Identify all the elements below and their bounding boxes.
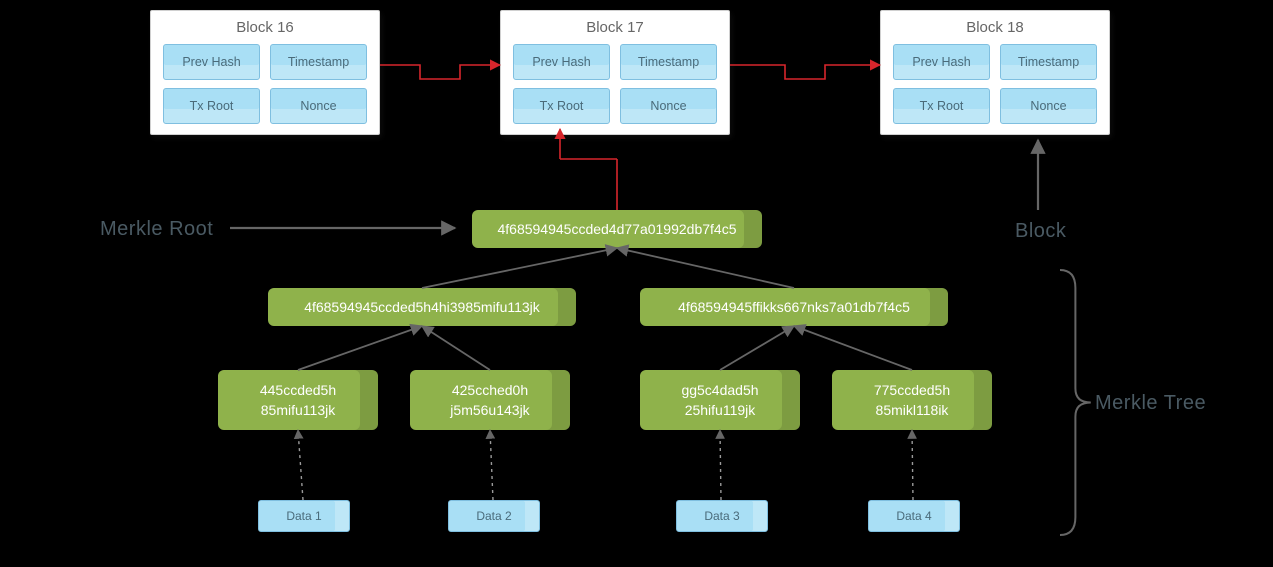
block-18: Block 18 Prev Hash Timestamp Tx Root Non…: [880, 10, 1110, 135]
data-leaf-3: Data 3: [676, 500, 768, 532]
hash-text: 85mikl118ik: [840, 400, 984, 420]
block-fields: Prev Hash Timestamp Tx Root Nonce: [893, 44, 1097, 124]
hash-leaf-1: 445ccded5h 85mifu113jk: [218, 370, 378, 430]
hash-text: gg5c4dad5h: [648, 380, 792, 400]
field-timestamp: Timestamp: [1000, 44, 1097, 80]
field-timestamp: Timestamp: [620, 44, 717, 80]
field-tx-root: Tx Root: [893, 88, 990, 124]
hash-leaf-2: 425cched0h j5m56u143jk: [410, 370, 570, 430]
field-timestamp: Timestamp: [270, 44, 367, 80]
label-block: Block: [1015, 220, 1066, 243]
hash-text: 25hifu119jk: [648, 400, 792, 420]
field-nonce: Nonce: [270, 88, 367, 124]
block-fields: Prev Hash Timestamp Tx Root Nonce: [163, 44, 367, 124]
field-prev-hash: Prev Hash: [513, 44, 610, 80]
block-title: Block 17: [513, 19, 717, 36]
field-tx-root: Tx Root: [513, 88, 610, 124]
field-nonce: Nonce: [620, 88, 717, 124]
hash-leaf-3: gg5c4dad5h 25hifu119jk: [640, 370, 800, 430]
field-tx-root: Tx Root: [163, 88, 260, 124]
hash-root: 4f68594945ccded4d77a01992db7f4c5: [472, 210, 762, 248]
hash-leaf-4: 775ccded5h 85mikl118ik: [832, 370, 992, 430]
data-label: Data 4: [896, 509, 931, 523]
hash-text: 4f68594945ccded4d77a01992db7f4c5: [480, 219, 754, 239]
data-leaf-2: Data 2: [448, 500, 540, 532]
data-label: Data 1: [286, 509, 321, 523]
hash-mid-left: 4f68594945ccded5h4hi3985mifu113jk: [268, 288, 576, 326]
hash-text: 445ccded5h: [226, 380, 370, 400]
hash-mid-right: 4f68594945ffikks667nks7a01db7f4c5: [640, 288, 948, 326]
hash-text: 425cched0h: [418, 380, 562, 400]
field-prev-hash: Prev Hash: [163, 44, 260, 80]
diagram-stage: Block 16 Prev Hash Timestamp Tx Root Non…: [0, 0, 1273, 567]
hash-text: j5m56u143jk: [418, 400, 562, 420]
label-merkle-tree: Merkle Tree: [1095, 392, 1206, 415]
hash-text: 85mifu113jk: [226, 400, 370, 420]
block-17: Block 17 Prev Hash Timestamp Tx Root Non…: [500, 10, 730, 135]
hash-text: 4f68594945ffikks667nks7a01db7f4c5: [648, 297, 940, 317]
data-leaf-1: Data 1: [258, 500, 350, 532]
hash-text: 775ccded5h: [840, 380, 984, 400]
field-nonce: Nonce: [1000, 88, 1097, 124]
block-fields: Prev Hash Timestamp Tx Root Nonce: [513, 44, 717, 124]
hash-text: 4f68594945ccded5h4hi3985mifu113jk: [276, 297, 568, 317]
data-label: Data 2: [476, 509, 511, 523]
data-label: Data 3: [704, 509, 739, 523]
data-leaf-4: Data 4: [868, 500, 960, 532]
label-merkle-root: Merkle Root: [100, 218, 213, 241]
field-prev-hash: Prev Hash: [893, 44, 990, 80]
block-title: Block 18: [893, 19, 1097, 36]
block-title: Block 16: [163, 19, 367, 36]
block-16: Block 16 Prev Hash Timestamp Tx Root Non…: [150, 10, 380, 135]
